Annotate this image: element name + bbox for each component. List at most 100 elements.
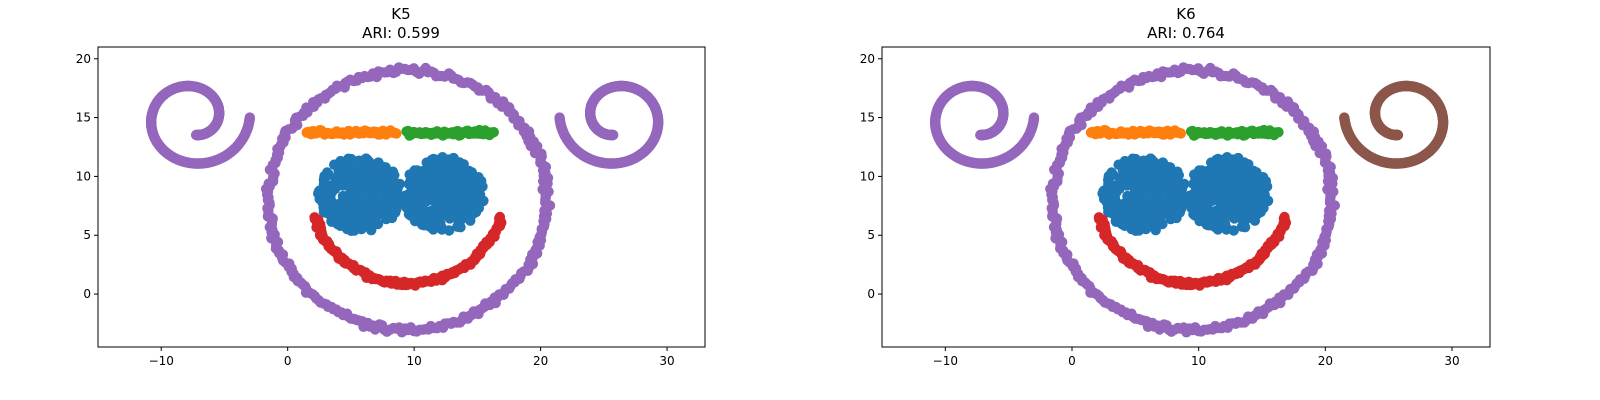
scatter-point (1219, 164, 1231, 175)
scatter-point (362, 154, 373, 165)
chart-subtitle: ARI: 0.599 (362, 24, 440, 42)
scatter-point (380, 174, 391, 185)
scatter-point (554, 112, 565, 123)
scatter-point (494, 211, 506, 223)
y-tick-label: 10 (76, 169, 91, 183)
scatter-point (437, 152, 448, 163)
y-tick-label: 5 (867, 228, 875, 242)
scatter-point (1240, 187, 1251, 198)
chart-title: K6 (1176, 5, 1195, 23)
scatter-point (342, 223, 353, 235)
scatter-point (1172, 192, 1183, 203)
scatter-point (1209, 157, 1221, 169)
scatter-point (319, 173, 330, 184)
scatter-point (334, 217, 346, 228)
scatter-point (1134, 160, 1145, 171)
scatter-point (1221, 152, 1233, 163)
y-axis: 0 5 10 15 20 (76, 52, 98, 301)
y-tick-label: 10 (860, 169, 875, 183)
scatter-point (1172, 208, 1184, 219)
y-tick-label: 0 (83, 287, 91, 301)
scatter-point (362, 175, 374, 187)
y-tick-label: 15 (76, 111, 91, 125)
scatter-point (1146, 167, 1157, 179)
scatter-point (1260, 175, 1272, 187)
scatter-point (1162, 187, 1173, 198)
scatter-point (387, 192, 398, 203)
scatter-point (1339, 112, 1350, 123)
y-tick-label: 20 (860, 52, 875, 66)
scatter-point (354, 198, 365, 209)
scatter-point (455, 222, 466, 233)
scatter-point (349, 206, 360, 217)
scatter-point (1187, 191, 1198, 202)
scatter-point (377, 187, 389, 198)
scatter-point (413, 184, 425, 195)
scatter-point (391, 128, 402, 139)
scatter-point (425, 157, 436, 169)
scatter-point (1219, 192, 1230, 203)
scatter-point (412, 211, 423, 222)
scatter-point (244, 112, 255, 123)
scatter-point (368, 192, 380, 203)
scatter-point (1097, 188, 1108, 199)
scatter-point (320, 206, 331, 218)
scatter-point (440, 182, 452, 194)
y-tick-label: 5 (83, 228, 91, 242)
scatter-point (367, 221, 378, 232)
scatter-point (313, 188, 324, 199)
scatter-point (1152, 182, 1164, 194)
scatter-point (1200, 171, 1212, 182)
x-tick-label: 0 (1068, 354, 1076, 368)
scatter-points (146, 62, 664, 338)
scatter-point (1125, 172, 1136, 184)
x-tick-label: 10 (407, 354, 422, 368)
scatter-point (352, 219, 364, 230)
x-tick-label: 10 (1191, 354, 1206, 368)
y-tick-label: 0 (867, 287, 875, 301)
scatter-point (331, 180, 342, 191)
scatter-point (1258, 202, 1269, 214)
scatter-point (1196, 211, 1207, 222)
scatter-point (1241, 197, 1252, 208)
x-tick-label: −10 (149, 354, 174, 368)
scatter-point (431, 218, 443, 230)
scatter-point (1175, 128, 1187, 139)
scatter-point (466, 183, 477, 194)
scatter-point (337, 190, 349, 202)
x-tick-label: 0 (284, 354, 292, 368)
scatter-point (1209, 213, 1220, 224)
scatter-point (1279, 211, 1290, 223)
scatter-point (1324, 197, 1336, 208)
scatter-point (1151, 221, 1162, 232)
scatter-point (1122, 190, 1133, 202)
x-tick-label: 20 (1318, 354, 1333, 368)
scatter-point (434, 192, 445, 203)
scatter-point (1137, 219, 1148, 230)
scatter-point (1105, 206, 1116, 218)
scatter-point (402, 191, 414, 202)
x-tick-label: −10 (933, 354, 958, 368)
scatter-point (368, 182, 379, 194)
subplot-k5: K5 ARI: 0.599 −10 0 10 20 30 0 5 10 15 20 (76, 5, 706, 368)
scatter-point (476, 175, 487, 187)
scatter-point (1161, 165, 1172, 176)
x-tick-label: 30 (659, 354, 674, 368)
x-tick-label: 20 (533, 354, 548, 368)
scatter-point (1153, 192, 1164, 203)
scatter-point (455, 187, 466, 198)
scatter-point (1250, 183, 1262, 194)
y-tick-label: 15 (860, 111, 875, 125)
x-tick-label: 30 (1444, 354, 1459, 368)
scatter-point (1164, 174, 1176, 185)
scatter-point (1236, 176, 1247, 188)
axes-frame (97, 46, 706, 348)
scatter-point (409, 165, 420, 176)
scatter-point (377, 165, 388, 176)
scatter-point (358, 190, 369, 202)
subplot-k6: K6 ARI: 0.764 −10 0 10 20 30 0 5 10 15 20 (860, 5, 1491, 368)
scatter-point (1115, 180, 1127, 191)
scatter-point (1233, 164, 1244, 175)
